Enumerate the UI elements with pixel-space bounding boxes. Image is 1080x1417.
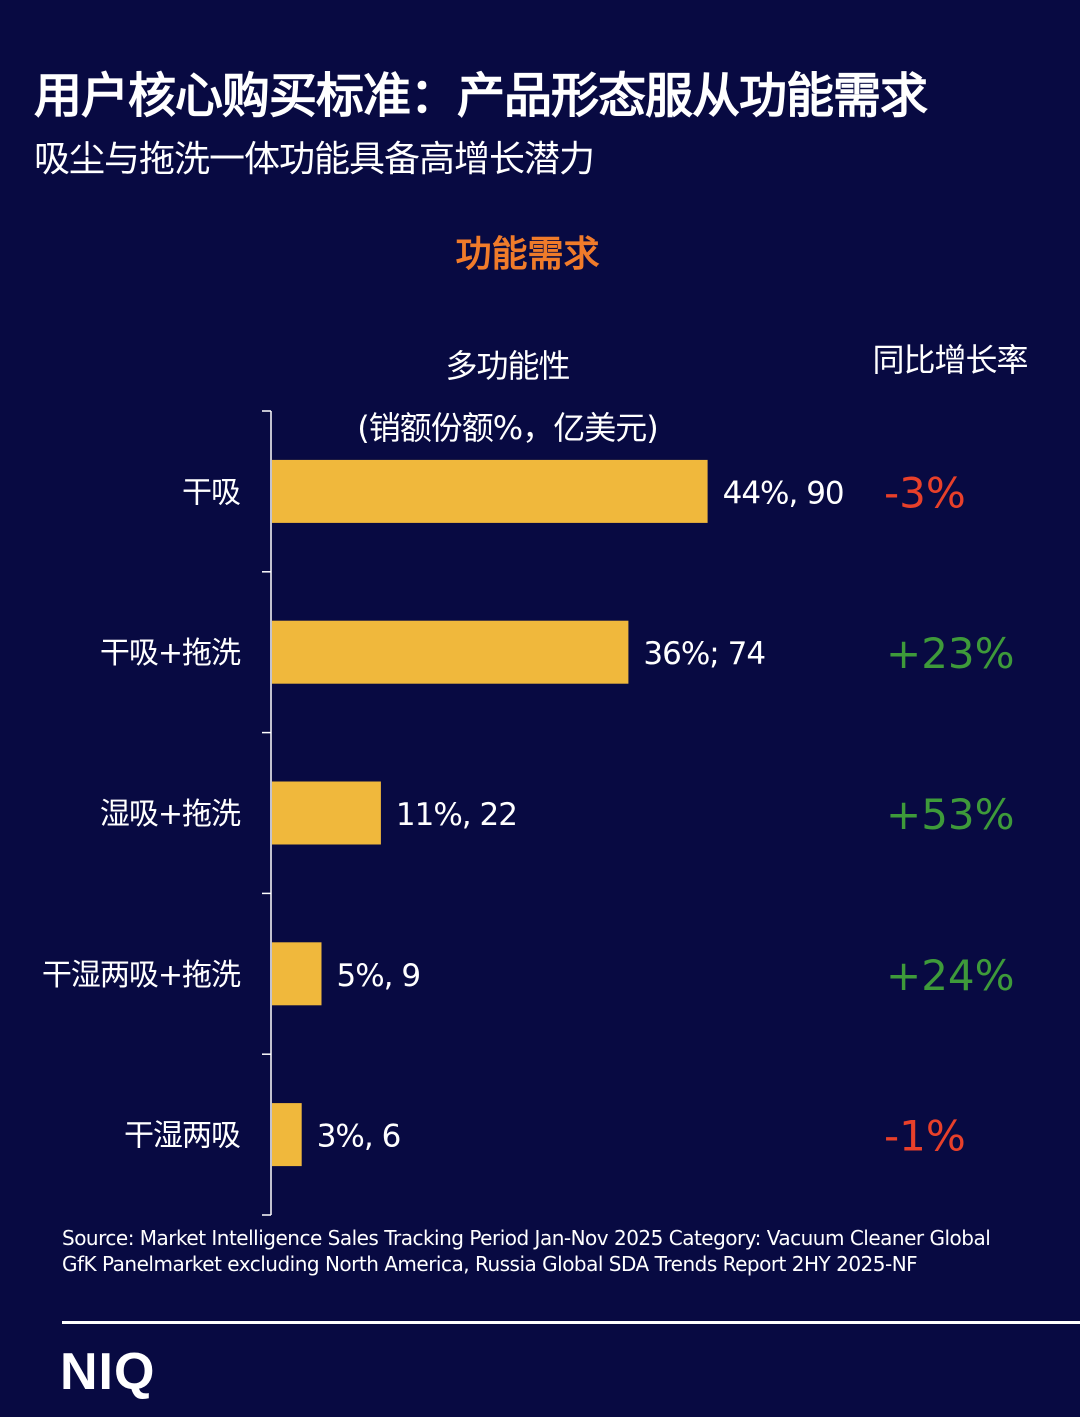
data-label: 11%, 22 — [396, 797, 517, 833]
category-label: 干湿两吸 — [124, 1119, 240, 1154]
bar-column-header-line1: 多功能性 — [445, 347, 570, 385]
bar-0 — [272, 459, 708, 523]
bar-column-header-line2: (销额份额%，亿美元) — [357, 409, 658, 447]
growth-label: +53% — [886, 790, 1015, 839]
source-note: Source: Market Intelligence Sales Tracki… — [62, 1226, 991, 1276]
bar-column-header: 多功能性 (销额份额%，亿美元) — [330, 335, 685, 459]
growth-column-header: 同比增长率 — [872, 341, 1028, 379]
niq-logo: NIQ — [60, 1343, 156, 1401]
bar-2 — [272, 781, 381, 845]
data-label: 5%, 9 — [337, 958, 421, 994]
data-label: 44%, 90 — [723, 475, 844, 511]
footer-divider — [62, 1321, 1080, 1324]
category-label: 干湿两吸+拖洗 — [42, 958, 241, 993]
bar-1 — [272, 620, 629, 684]
growth-label: -1% — [884, 1112, 966, 1161]
data-label: 36%; 74 — [643, 636, 765, 672]
page-subtitle: 吸尘与拖洗一体功能具备高增长潜力 — [34, 139, 595, 180]
bar-3 — [272, 942, 322, 1006]
category-label: 湿吸+拖洗 — [100, 797, 241, 832]
growth-label: -3% — [884, 468, 966, 517]
category-label: 干吸+拖洗 — [100, 636, 241, 671]
data-label: 3%, 6 — [317, 1119, 401, 1155]
growth-label: +23% — [886, 629, 1015, 678]
category-label: 干吸 — [182, 475, 240, 510]
growth-label: +24% — [886, 951, 1015, 1000]
section-title: 功能需求 — [455, 234, 600, 275]
page-title: 用户核心购买标准：产品形态服从功能需求 — [34, 68, 928, 124]
bar-4 — [272, 1103, 302, 1167]
